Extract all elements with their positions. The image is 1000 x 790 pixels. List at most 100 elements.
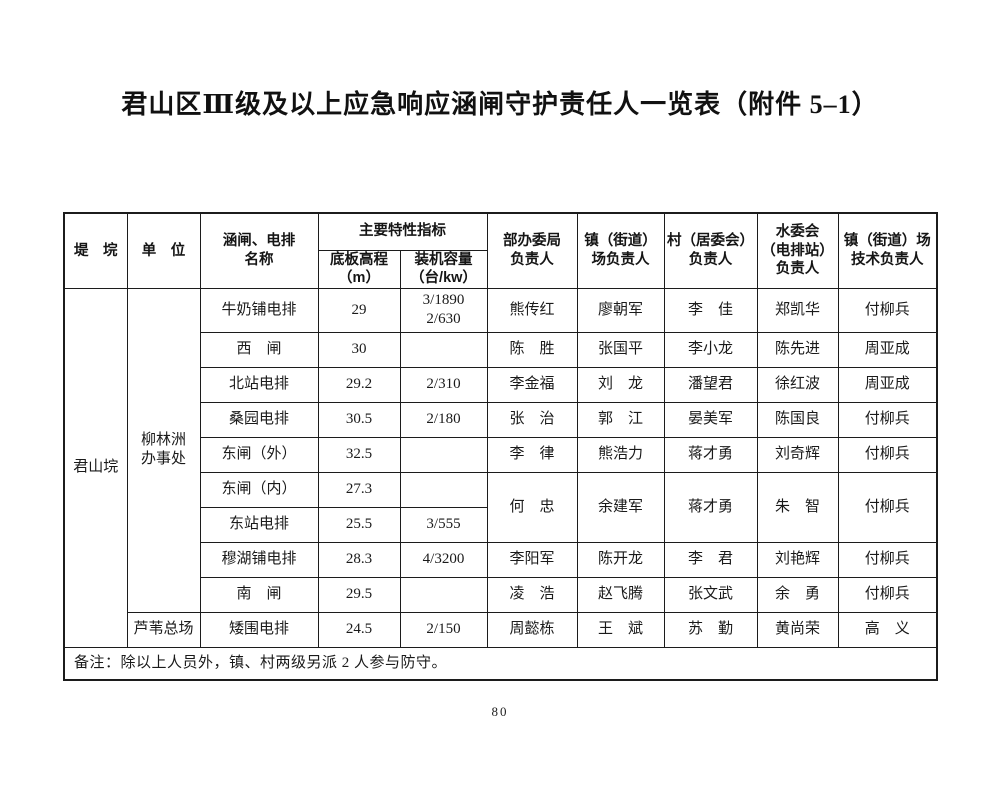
cell-village-head: 晏美军 <box>663 401 758 438</box>
cell-capacity <box>399 331 488 368</box>
cell-tech-head: 付柳兵 <box>837 471 938 543</box>
cell-town-head: 赵飞腾 <box>576 576 665 613</box>
cell-elevation: 30.5 <box>317 401 401 438</box>
cell-dike-name: 君山垸 <box>63 287 128 648</box>
cell-tech-head: 付柳兵 <box>837 436 938 473</box>
cell-water-head: 黄尚荣 <box>756 611 839 648</box>
cell-capacity: 2/180 <box>399 401 488 438</box>
cell-gate-name: 穆湖铺电排 <box>199 541 319 578</box>
note-text: 备注：除以上人员外，镇、村两级另派 2 人参与防守。 <box>63 646 938 681</box>
cell-village-head: 李 佳 <box>663 287 758 333</box>
cell-capacity: 3/1890 2/630 <box>399 287 488 333</box>
cell-elevation: 27.3 <box>317 471 401 508</box>
header-village-head: 村（居委会） 负责人 <box>663 212 758 289</box>
cell-elevation: 25.5 <box>317 506 401 543</box>
table-row: 南 闸 29.5 凌 浩 赵飞腾 张文武 余 勇 付柳兵 <box>64 576 938 613</box>
responsibility-table-container: 堤 垸 单 位 涵闸、电排 名称 主要特性指标 部办委局 负责人 镇（街道） 场… <box>63 212 938 682</box>
header-main-indicators: 主要特性指标 <box>317 212 488 251</box>
header-installed-capacity: 装机容量 （台/kw） <box>399 249 488 289</box>
cell-town-head: 王 斌 <box>576 611 665 648</box>
page-title: 君山区Ⅲ级及以上应急响应涵闸守护责任人一览表（附件 5–1） <box>121 90 879 119</box>
table-note-row: 备注：除以上人员外，镇、村两级另派 2 人参与防守。 <box>63 646 938 681</box>
cell-tech-head: 周亚成 <box>837 331 938 368</box>
cell-dept-head: 凌 浩 <box>486 576 578 613</box>
cell-tech-head: 付柳兵 <box>837 576 938 613</box>
cell-tech-head: 付柳兵 <box>837 287 938 333</box>
cell-town-head: 余建军 <box>576 471 665 543</box>
cell-elevation: 28.3 <box>317 541 401 578</box>
cell-town-head: 熊浩力 <box>576 436 665 473</box>
cell-water-head: 郑凯华 <box>756 287 839 333</box>
cell-tech-head: 付柳兵 <box>837 541 938 578</box>
cell-water-head: 刘艳辉 <box>756 541 839 578</box>
cell-water-head: 刘奇辉 <box>756 436 839 473</box>
cell-gate-name: 北站电排 <box>199 366 319 403</box>
cell-water-head: 陈国良 <box>756 401 839 438</box>
cell-dept-head: 李 律 <box>486 436 578 473</box>
cell-water-head: 徐红波 <box>756 366 839 403</box>
cell-elevation: 29 <box>317 287 401 333</box>
cell-capacity <box>399 436 488 473</box>
cell-dept-head: 李金福 <box>486 366 578 403</box>
cell-gate-name: 矮围电排 <box>199 611 319 648</box>
header-town-head: 镇（街道） 场负责人 <box>576 212 665 289</box>
cell-dept-head: 张 治 <box>486 401 578 438</box>
table-row: 君山垸 柳林洲 办事处 牛奶铺电排 29 3/1890 2/630 熊传红 廖朝… <box>63 287 938 648</box>
cell-village-head: 李 君 <box>663 541 758 578</box>
cell-gate-name: 牛奶铺电排 <box>199 287 319 333</box>
cell-water-head: 朱 智 <box>756 471 839 543</box>
table-row: 西 闸 30 陈 胜 张国平 李小龙 陈先进 周亚成 <box>64 331 938 368</box>
cell-gate-name: 东闸（内） <box>199 471 319 508</box>
header-unit: 单 位 <box>126 212 201 289</box>
cell-town-head: 郭 江 <box>576 401 665 438</box>
cell-dept-head: 何 忠 <box>486 471 578 543</box>
table-row: 东闸（内） 27.3 何 忠 余建军 蒋才勇 朱 智 付柳兵 <box>64 471 938 543</box>
table-row: 桑园电排 30.5 2/180 张 治 郭 江 晏美军 陈国良 付柳兵 <box>64 401 938 438</box>
cell-tech-head: 周亚成 <box>837 366 938 403</box>
cell-capacity <box>399 576 488 613</box>
table-row: 东站电排 25.5 3/555 <box>64 506 937 543</box>
header-gate-name: 涵闸、电排 名称 <box>199 212 319 289</box>
cell-gate-name: 东闸（外） <box>199 436 319 473</box>
cell-elevation: 29.2 <box>317 366 401 403</box>
header-dept-head: 部办委局 负责人 <box>486 212 578 289</box>
header-tech-head: 镇（街道）场 技术负责人 <box>837 212 938 289</box>
table-row: 东闸（外） 32.5 李 律 熊浩力 蒋才勇 刘奇辉 付柳兵 <box>64 436 938 473</box>
cell-dept-head: 陈 胜 <box>486 331 578 368</box>
cell-water-head: 余 勇 <box>756 576 839 613</box>
cell-town-head: 廖朝军 <box>576 287 665 333</box>
cell-town-head: 张国平 <box>576 331 665 368</box>
cell-tech-head: 高 义 <box>837 611 938 648</box>
cell-gate-name: 东站电排 <box>199 506 319 543</box>
cell-village-head: 李小龙 <box>663 331 758 368</box>
cell-elevation: 24.5 <box>317 611 401 648</box>
cell-capacity: 2/150 <box>399 611 488 648</box>
cell-gate-name: 桑园电排 <box>199 401 319 438</box>
cell-capacity: 2/310 <box>399 366 488 403</box>
cell-gate-name: 南 闸 <box>199 576 319 613</box>
cell-tech-head: 付柳兵 <box>837 401 938 438</box>
cell-unit-luwei: 芦苇总场 <box>126 611 201 648</box>
cell-village-head: 蒋才勇 <box>663 436 758 473</box>
cell-elevation: 32.5 <box>317 436 401 473</box>
cell-elevation: 29.5 <box>317 576 401 613</box>
cell-village-head: 苏 勤 <box>663 611 758 648</box>
cell-capacity: 4/3200 <box>399 541 488 578</box>
page-number: 80 <box>491 704 509 719</box>
cell-elevation: 30 <box>317 331 401 368</box>
header-dike: 堤 垸 <box>63 212 128 289</box>
table-row: 穆湖铺电排 28.3 4/3200 李阳军 陈开龙 李 君 刘艳辉 付柳兵 <box>64 541 938 578</box>
cell-dept-head: 熊传红 <box>486 287 578 333</box>
header-floor-elevation: 底板高程 （m） <box>317 249 401 289</box>
cell-village-head: 蒋才勇 <box>663 471 758 543</box>
cell-town-head: 刘 龙 <box>576 366 665 403</box>
cell-gate-name: 西 闸 <box>199 331 319 368</box>
cell-village-head: 张文武 <box>663 576 758 613</box>
cell-dept-head: 周懿栋 <box>486 611 578 648</box>
cell-dept-head: 李阳军 <box>486 541 578 578</box>
cell-town-head: 陈开龙 <box>576 541 665 578</box>
responsibility-table: 堤 垸 单 位 涵闸、电排 名称 主要特性指标 部办委局 负责人 镇（街道） 场… <box>63 212 938 682</box>
cell-village-head: 潘望君 <box>663 366 758 403</box>
table-row: 芦苇总场 矮围电排 24.5 2/150 周懿栋 王 斌 苏 勤 黄尚荣 高 义 <box>64 611 938 648</box>
header-water-head: 水委会 （电排站） 负责人 <box>756 212 839 289</box>
